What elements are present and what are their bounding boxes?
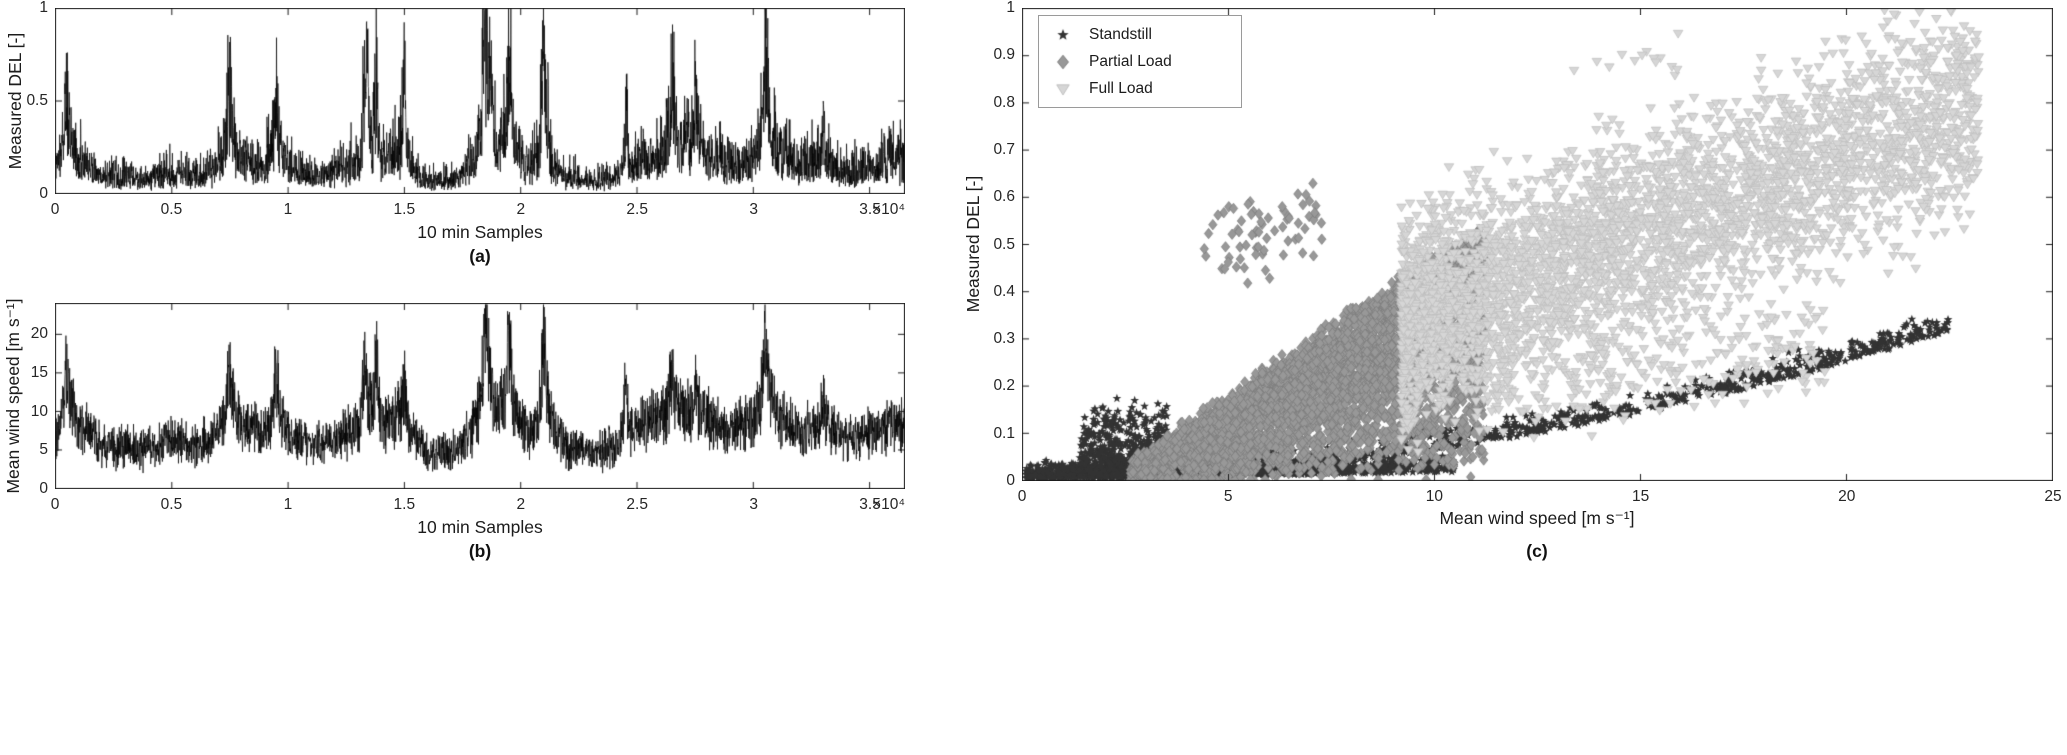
legend-entry-standstill: Standstill xyxy=(1039,21,1241,48)
x-tick-label-c: 5 xyxy=(1223,488,1233,505)
x-tick-label-b: 1.5 xyxy=(393,496,416,513)
legend-label: Standstill xyxy=(1089,25,1152,43)
y-tick-label-c: 0.3 xyxy=(993,330,1015,348)
wind-timeseries-canvas xyxy=(55,303,905,489)
diamond-icon xyxy=(1051,51,1075,72)
y-tick-label-b: 10 xyxy=(30,402,48,420)
y-tick-label-c: 0.9 xyxy=(993,46,1015,64)
x-tick-label-b: 0 xyxy=(50,496,60,513)
y-tick-label-c: 0.4 xyxy=(993,282,1015,300)
panel-c-caption: (c) xyxy=(1526,541,1548,561)
x-tick-label-a: 2 xyxy=(516,201,526,218)
x-tick-label-b: 2 xyxy=(516,496,526,513)
panel-b-caption: (b) xyxy=(468,541,492,561)
star-icon xyxy=(1051,24,1075,45)
legend-label: Full Load xyxy=(1089,79,1153,97)
y-tick-label-b: 20 xyxy=(30,325,48,342)
x-tick-label-b: 3 xyxy=(749,496,758,513)
y-tick-label-c: 0.2 xyxy=(993,377,1015,395)
y-tick-label-b: 5 xyxy=(39,441,48,459)
scatter-legend: Standstill Partial Load Full Load xyxy=(1038,15,1242,108)
y-tick-label-a: 0.5 xyxy=(26,92,48,109)
x-tick-label-b: 2.5 xyxy=(626,496,648,513)
x-tick-label-c: 25 xyxy=(2044,488,2062,505)
panel-b-x-axis-label: 10 min Samples xyxy=(417,517,543,537)
y-tick-label-c: 0.8 xyxy=(993,93,1015,111)
x-tick-label-a: 0.5 xyxy=(160,201,183,218)
y-tick-label-c: 1 xyxy=(1006,0,1015,16)
panel-a-x-axis-exponent: ×10⁴ xyxy=(872,201,905,218)
x-tick-label-a: 0 xyxy=(50,201,60,218)
x-tick-label-c: 20 xyxy=(1838,488,1856,505)
del-timeseries-canvas xyxy=(55,8,905,194)
panel-a-x-axis-label: 10 min Samples xyxy=(417,222,543,242)
y-tick-label-b: 15 xyxy=(30,363,48,381)
x-tick-label-b: 1 xyxy=(283,496,293,513)
panel-c-x-axis-label: Mean wind speed [m s⁻¹] xyxy=(1439,508,1635,528)
triangle-down-icon xyxy=(1051,78,1075,99)
panel-a-caption: (a) xyxy=(469,246,491,266)
legend-label: Partial Load xyxy=(1089,52,1172,70)
y-tick-label-c: 0.7 xyxy=(993,140,1015,158)
y-tick-label-c: 0.6 xyxy=(993,188,1015,206)
x-tick-label-b: 3.5 xyxy=(859,496,881,513)
y-tick-label-a: 0 xyxy=(39,185,48,202)
x-tick-label-a: 1.5 xyxy=(393,201,416,218)
legend-entry-full-load: Full Load xyxy=(1039,75,1241,102)
y-tick-label-b: 0 xyxy=(39,480,48,497)
x-tick-label-a: 1 xyxy=(283,201,293,218)
x-tick-label-c: 0 xyxy=(1017,488,1027,505)
y-tick-label-a: 1 xyxy=(39,0,48,16)
x-tick-label-a: 3 xyxy=(749,201,758,218)
x-tick-label-b: 0.5 xyxy=(160,496,183,513)
y-tick-label-c: 0 xyxy=(1006,472,1015,489)
y-tick-label-c: 0.1 xyxy=(993,424,1015,442)
y-tick-label-c: 0.5 xyxy=(993,235,1015,253)
x-tick-label-a: 2.5 xyxy=(626,201,648,218)
panel-b-x-axis-exponent: ×10⁴ xyxy=(872,496,905,513)
x-tick-label-c: 10 xyxy=(1425,488,1444,505)
legend-entry-partial-load: Partial Load xyxy=(1039,48,1241,75)
x-tick-label-a: 3.5 xyxy=(859,201,881,218)
x-tick-label-c: 15 xyxy=(1631,488,1650,505)
panel-b-y-axis-label: Mean wind speed [m s⁻¹] xyxy=(3,298,23,494)
